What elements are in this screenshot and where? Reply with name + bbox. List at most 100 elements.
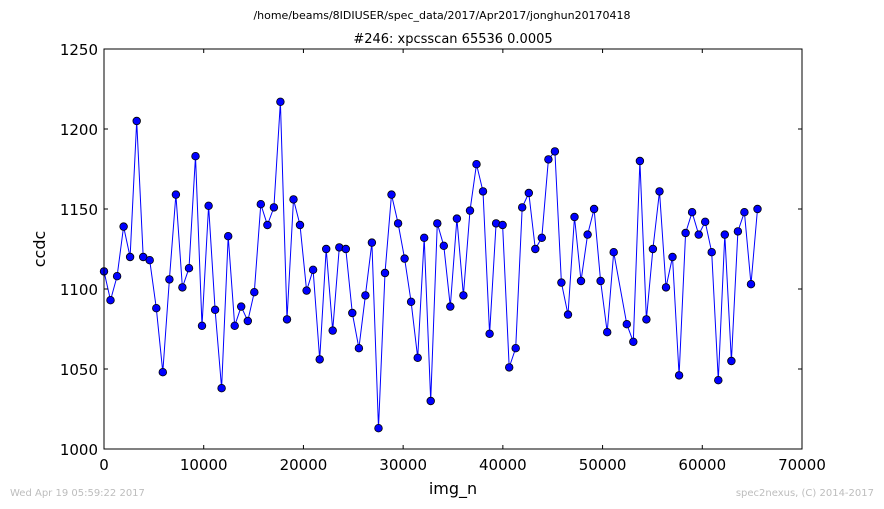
data-point [707, 247, 716, 257]
data-point [537, 233, 546, 242]
data-point [485, 329, 494, 338]
data-point [145, 256, 154, 265]
data-point [178, 283, 187, 292]
data-point [635, 156, 645, 166]
data-point [112, 272, 122, 281]
copyright-footer: spec2nexus, (C) 2014-2017 [735, 488, 874, 499]
data-point [439, 241, 448, 250]
series-layer [99, 97, 762, 433]
data-point [119, 222, 128, 231]
data-point [563, 310, 573, 319]
data-point [433, 219, 442, 228]
data-point [210, 305, 220, 314]
data-point [681, 228, 690, 238]
data-point [576, 276, 586, 286]
x-tick-label: 70000 [778, 456, 826, 474]
data-point [354, 344, 364, 353]
data-point [380, 268, 390, 278]
figure-suptitle: /home/beams/8IDIUSER/spec_data/2017/Apr2… [253, 9, 631, 22]
y-axis: 1000 1050 1100 1150 1200 1250 [60, 41, 802, 459]
data-point [276, 97, 285, 106]
data-point [269, 203, 279, 212]
data-point [589, 204, 599, 214]
data-point [158, 368, 167, 377]
data-point [596, 276, 605, 286]
data-point [727, 356, 736, 366]
data-point [256, 199, 265, 209]
data-point [674, 371, 684, 380]
data-point [106, 296, 115, 305]
x-tick-label: 50000 [579, 456, 627, 474]
data-point [655, 187, 664, 196]
y-tick-label: 1050 [60, 361, 98, 379]
data-point [661, 283, 671, 292]
y-tick-label: 1150 [60, 201, 98, 219]
data-point [498, 220, 507, 230]
data-point [629, 337, 638, 346]
data-point [243, 316, 252, 326]
data-point [472, 159, 481, 169]
data-point [263, 220, 272, 230]
data-point [609, 247, 618, 257]
data-point [132, 116, 141, 126]
data-point [204, 201, 213, 210]
y-tick-label: 1200 [60, 121, 98, 139]
data-point [367, 238, 377, 247]
data-point [197, 321, 207, 330]
data-point [452, 214, 462, 223]
data-point [236, 302, 246, 311]
data-point [341, 244, 350, 254]
data-point [733, 227, 743, 236]
data-point [400, 254, 409, 263]
plot-frame [103, 48, 803, 450]
data-point [125, 252, 135, 262]
x-tick-label: 10000 [180, 456, 228, 474]
data-point [478, 187, 488, 196]
data-point [524, 188, 533, 198]
data-point [668, 252, 677, 262]
data-point [701, 217, 710, 226]
data-point [289, 195, 298, 204]
data-point [420, 233, 429, 242]
y-tick-label: 1100 [60, 281, 98, 299]
data-point [505, 363, 514, 372]
data-point [230, 321, 239, 330]
data-point [570, 212, 579, 222]
data-point [753, 204, 762, 214]
x-tick-label: 60000 [678, 456, 726, 474]
data-point [720, 230, 729, 239]
y-tick-label: 1000 [60, 441, 98, 459]
x-axis: 0 10000 20000 30000 40000 50000 60000 70000 [99, 49, 826, 474]
data-point [531, 244, 540, 254]
data-point [217, 384, 226, 393]
data-point [622, 320, 631, 329]
x-tick-label: 30000 [379, 456, 427, 474]
data-point [191, 151, 200, 161]
data-point [282, 315, 292, 324]
data-point [250, 288, 259, 297]
data-point [413, 353, 422, 362]
data-point [406, 297, 416, 306]
series-line [103, 101, 758, 429]
chart-title: #246: xpcsscan 65536 0.0005 [353, 32, 552, 47]
data-point [459, 291, 468, 300]
data-point [446, 302, 455, 311]
data-point [603, 328, 612, 337]
data-point [714, 376, 723, 385]
x-tick-label: 40000 [479, 456, 527, 474]
data-point [557, 278, 566, 287]
data-point [184, 264, 194, 273]
data-point [322, 244, 331, 254]
data-point [223, 231, 233, 241]
data-point [511, 344, 520, 353]
data-point [308, 265, 318, 274]
data-point [687, 207, 697, 217]
data-point [387, 190, 396, 199]
data-point [302, 286, 311, 295]
y-tick-label: 1250 [60, 41, 98, 59]
data-point [550, 147, 560, 156]
data-point [393, 219, 403, 228]
data-point [361, 291, 370, 300]
data-point [465, 206, 475, 215]
